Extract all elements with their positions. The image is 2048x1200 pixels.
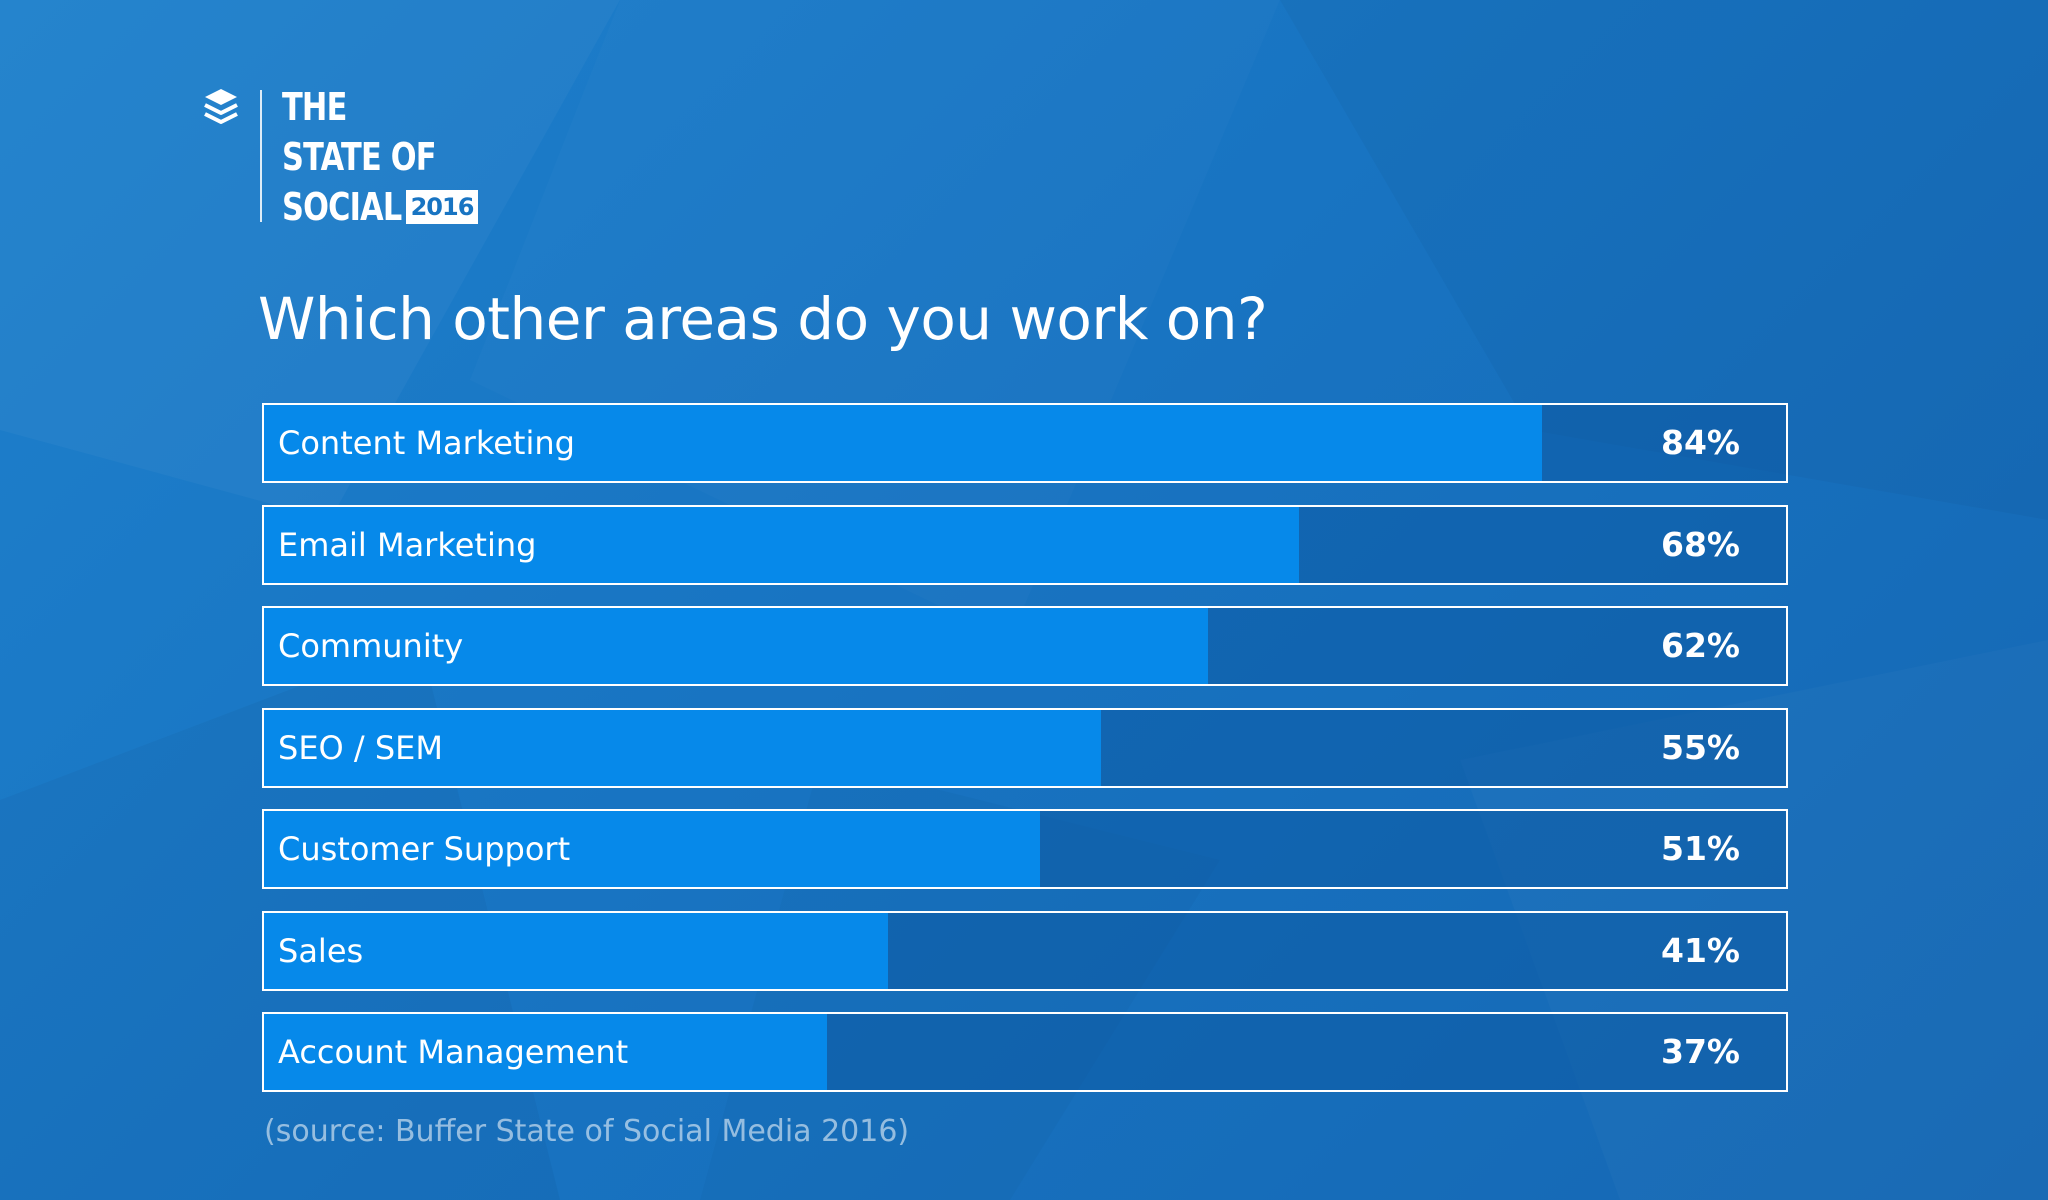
bar-value-label: 37%: [1661, 1032, 1740, 1071]
bar-row: Content Marketing 84%: [262, 403, 1788, 483]
brand-divider: [260, 90, 262, 222]
bar-value-label: 51%: [1661, 829, 1740, 868]
bar: [264, 710, 1101, 786]
bar-category-label: Customer Support: [278, 830, 571, 868]
bar-category-label: SEO / SEM: [278, 729, 443, 767]
bar: [264, 811, 1040, 887]
bar-value-label: 41%: [1661, 931, 1740, 970]
bar-row: Sales 41%: [262, 911, 1788, 991]
bar-row: Customer Support 51%: [262, 809, 1788, 889]
brand-year-badge: 2016: [406, 190, 478, 224]
bar-category-label: Community: [278, 627, 464, 665]
bar: [264, 507, 1299, 583]
source-note: (source: Buffer State of Social Media 20…: [264, 1114, 910, 1149]
brand-title-line-3: SOCIAL: [282, 185, 402, 229]
bar-row: SEO / SEM 55%: [262, 708, 1788, 788]
bar-value-label: 68%: [1661, 525, 1740, 564]
bar-row: Email Marketing 68%: [262, 505, 1788, 585]
bar: [264, 608, 1208, 684]
bar: [264, 913, 888, 989]
chart-title: Which other areas do you work on?: [258, 285, 1268, 353]
bar-value-label: 84%: [1661, 423, 1740, 462]
bar-category-label: Sales: [278, 932, 364, 970]
bar-row: Account Management 37%: [262, 1012, 1788, 1092]
bar: [264, 405, 1542, 481]
bar-row: Community 62%: [262, 606, 1788, 686]
buffer-stack-icon: [204, 89, 238, 124]
brand-title-line-1: THE: [282, 85, 347, 129]
bar-category-label: Email Marketing: [278, 526, 537, 564]
bar: [264, 1014, 827, 1090]
bar-value-label: 55%: [1661, 728, 1740, 767]
brand-title-line-2: STATE OF: [282, 135, 437, 179]
bar-category-label: Account Management: [278, 1033, 629, 1071]
bar-category-label: Content Marketing: [278, 424, 575, 462]
bar-value-label: 62%: [1661, 626, 1740, 665]
